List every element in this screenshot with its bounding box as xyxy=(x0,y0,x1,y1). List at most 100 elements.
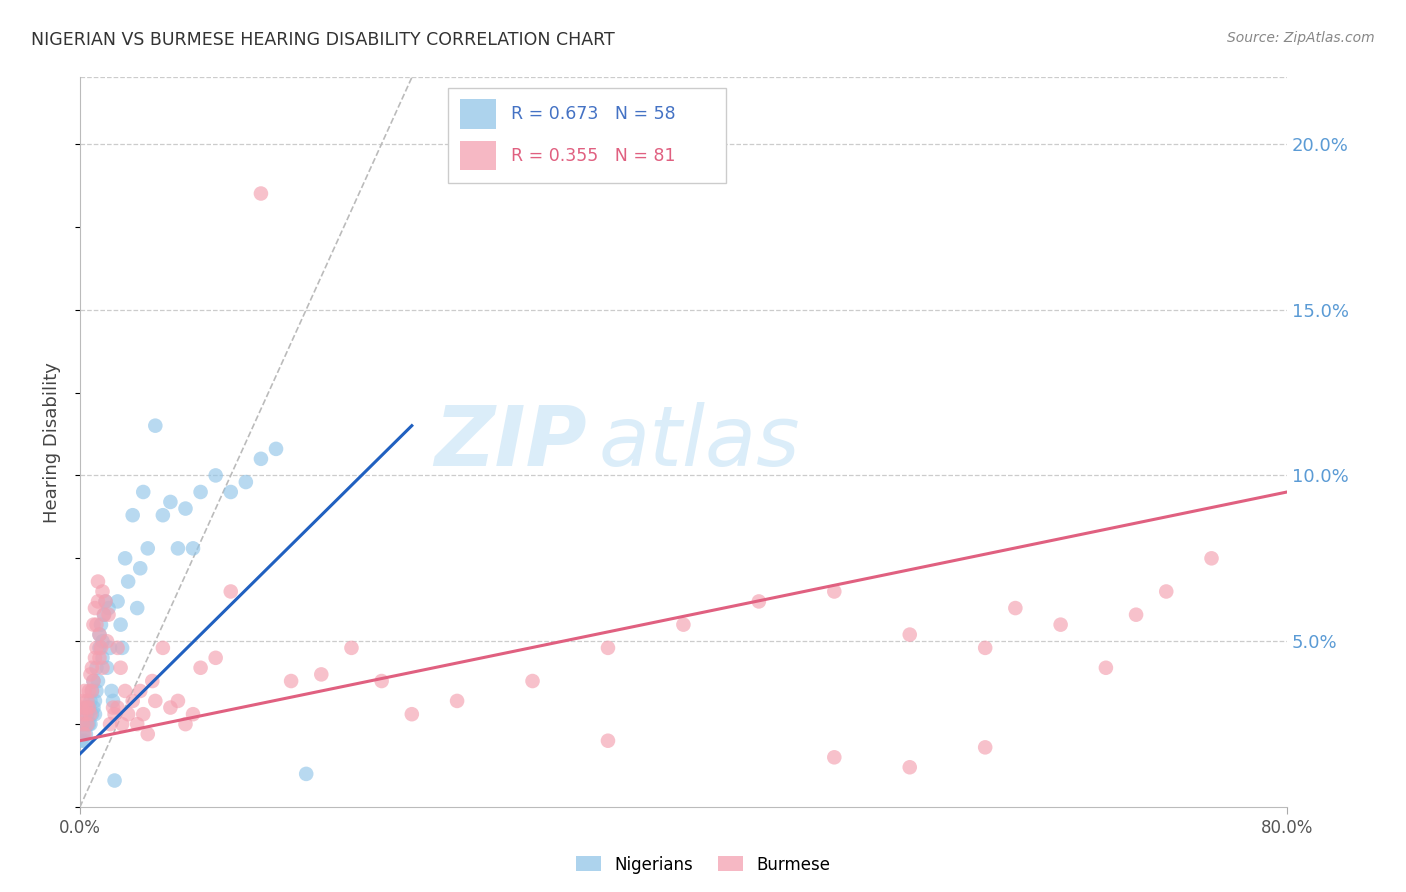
Point xyxy=(97,601,120,615)
Point xyxy=(91,634,114,648)
Point xyxy=(181,541,204,556)
Point xyxy=(80,661,103,675)
Point xyxy=(311,667,333,681)
Point xyxy=(82,673,104,688)
Point xyxy=(76,707,98,722)
Point xyxy=(87,594,110,608)
Point xyxy=(82,617,104,632)
Point xyxy=(672,617,695,632)
Point xyxy=(93,607,115,622)
Point xyxy=(159,495,181,509)
Text: R = 0.673   N = 58: R = 0.673 N = 58 xyxy=(510,105,675,123)
Point xyxy=(132,485,155,500)
Point xyxy=(159,700,181,714)
Text: NIGERIAN VS BURMESE HEARING DISABILITY CORRELATION CHART: NIGERIAN VS BURMESE HEARING DISABILITY C… xyxy=(31,31,614,49)
Point xyxy=(91,584,114,599)
Point xyxy=(129,561,152,575)
Point xyxy=(204,650,226,665)
FancyBboxPatch shape xyxy=(449,88,725,183)
Text: ZIP: ZIP xyxy=(434,401,586,483)
Point xyxy=(72,727,94,741)
Point xyxy=(87,673,110,688)
Point xyxy=(219,584,242,599)
Point xyxy=(1004,601,1026,615)
Point xyxy=(94,594,117,608)
Point xyxy=(96,661,118,675)
Point xyxy=(110,617,132,632)
Point xyxy=(76,717,98,731)
Point xyxy=(117,574,139,589)
Point xyxy=(103,707,125,722)
Point xyxy=(101,694,124,708)
Point xyxy=(111,640,134,655)
Point xyxy=(167,694,190,708)
Point xyxy=(174,717,197,731)
Point xyxy=(1095,661,1118,675)
Point xyxy=(70,733,93,747)
Point xyxy=(129,684,152,698)
Point xyxy=(136,727,159,741)
Point xyxy=(86,684,108,698)
Point xyxy=(219,485,242,500)
Point xyxy=(110,661,132,675)
Point xyxy=(80,707,103,722)
Point xyxy=(84,694,107,708)
Point xyxy=(82,673,104,688)
Point xyxy=(86,617,108,632)
Point xyxy=(84,601,107,615)
Point xyxy=(107,640,129,655)
Point xyxy=(87,574,110,589)
Point xyxy=(174,501,197,516)
Point xyxy=(76,694,98,708)
Point xyxy=(127,601,149,615)
Point xyxy=(91,661,114,675)
Point xyxy=(73,733,96,747)
Point xyxy=(121,694,143,708)
Point xyxy=(446,694,468,708)
Text: atlas: atlas xyxy=(599,401,800,483)
Point xyxy=(143,694,166,708)
Point xyxy=(82,700,104,714)
Point xyxy=(89,640,111,655)
Point xyxy=(974,640,997,655)
Point xyxy=(97,607,120,622)
Point xyxy=(107,700,129,714)
Point xyxy=(114,684,136,698)
Point xyxy=(235,475,257,489)
Point xyxy=(401,707,423,722)
Point xyxy=(340,640,363,655)
Point xyxy=(100,684,122,698)
Point xyxy=(77,684,100,698)
Point xyxy=(1049,617,1071,632)
FancyBboxPatch shape xyxy=(460,141,496,170)
Point xyxy=(90,617,112,632)
Point xyxy=(264,442,287,456)
Point xyxy=(90,640,112,655)
Point xyxy=(152,508,174,523)
Point xyxy=(77,700,100,714)
Point xyxy=(748,594,770,608)
Point xyxy=(94,594,117,608)
Point xyxy=(823,750,845,764)
Point xyxy=(596,733,619,747)
Point xyxy=(70,700,93,714)
Point xyxy=(280,673,302,688)
Point xyxy=(370,673,392,688)
Point xyxy=(72,694,94,708)
Point xyxy=(974,740,997,755)
Point xyxy=(75,707,97,722)
Point xyxy=(96,634,118,648)
Point xyxy=(80,684,103,698)
Point xyxy=(79,694,101,708)
Point xyxy=(143,418,166,433)
Point xyxy=(75,700,97,714)
Point xyxy=(250,186,273,201)
Point xyxy=(98,717,121,731)
Point xyxy=(204,468,226,483)
Point xyxy=(79,667,101,681)
Point xyxy=(295,767,318,781)
Point xyxy=(89,627,111,641)
Point xyxy=(111,717,134,731)
Point xyxy=(1201,551,1223,566)
Point xyxy=(73,707,96,722)
